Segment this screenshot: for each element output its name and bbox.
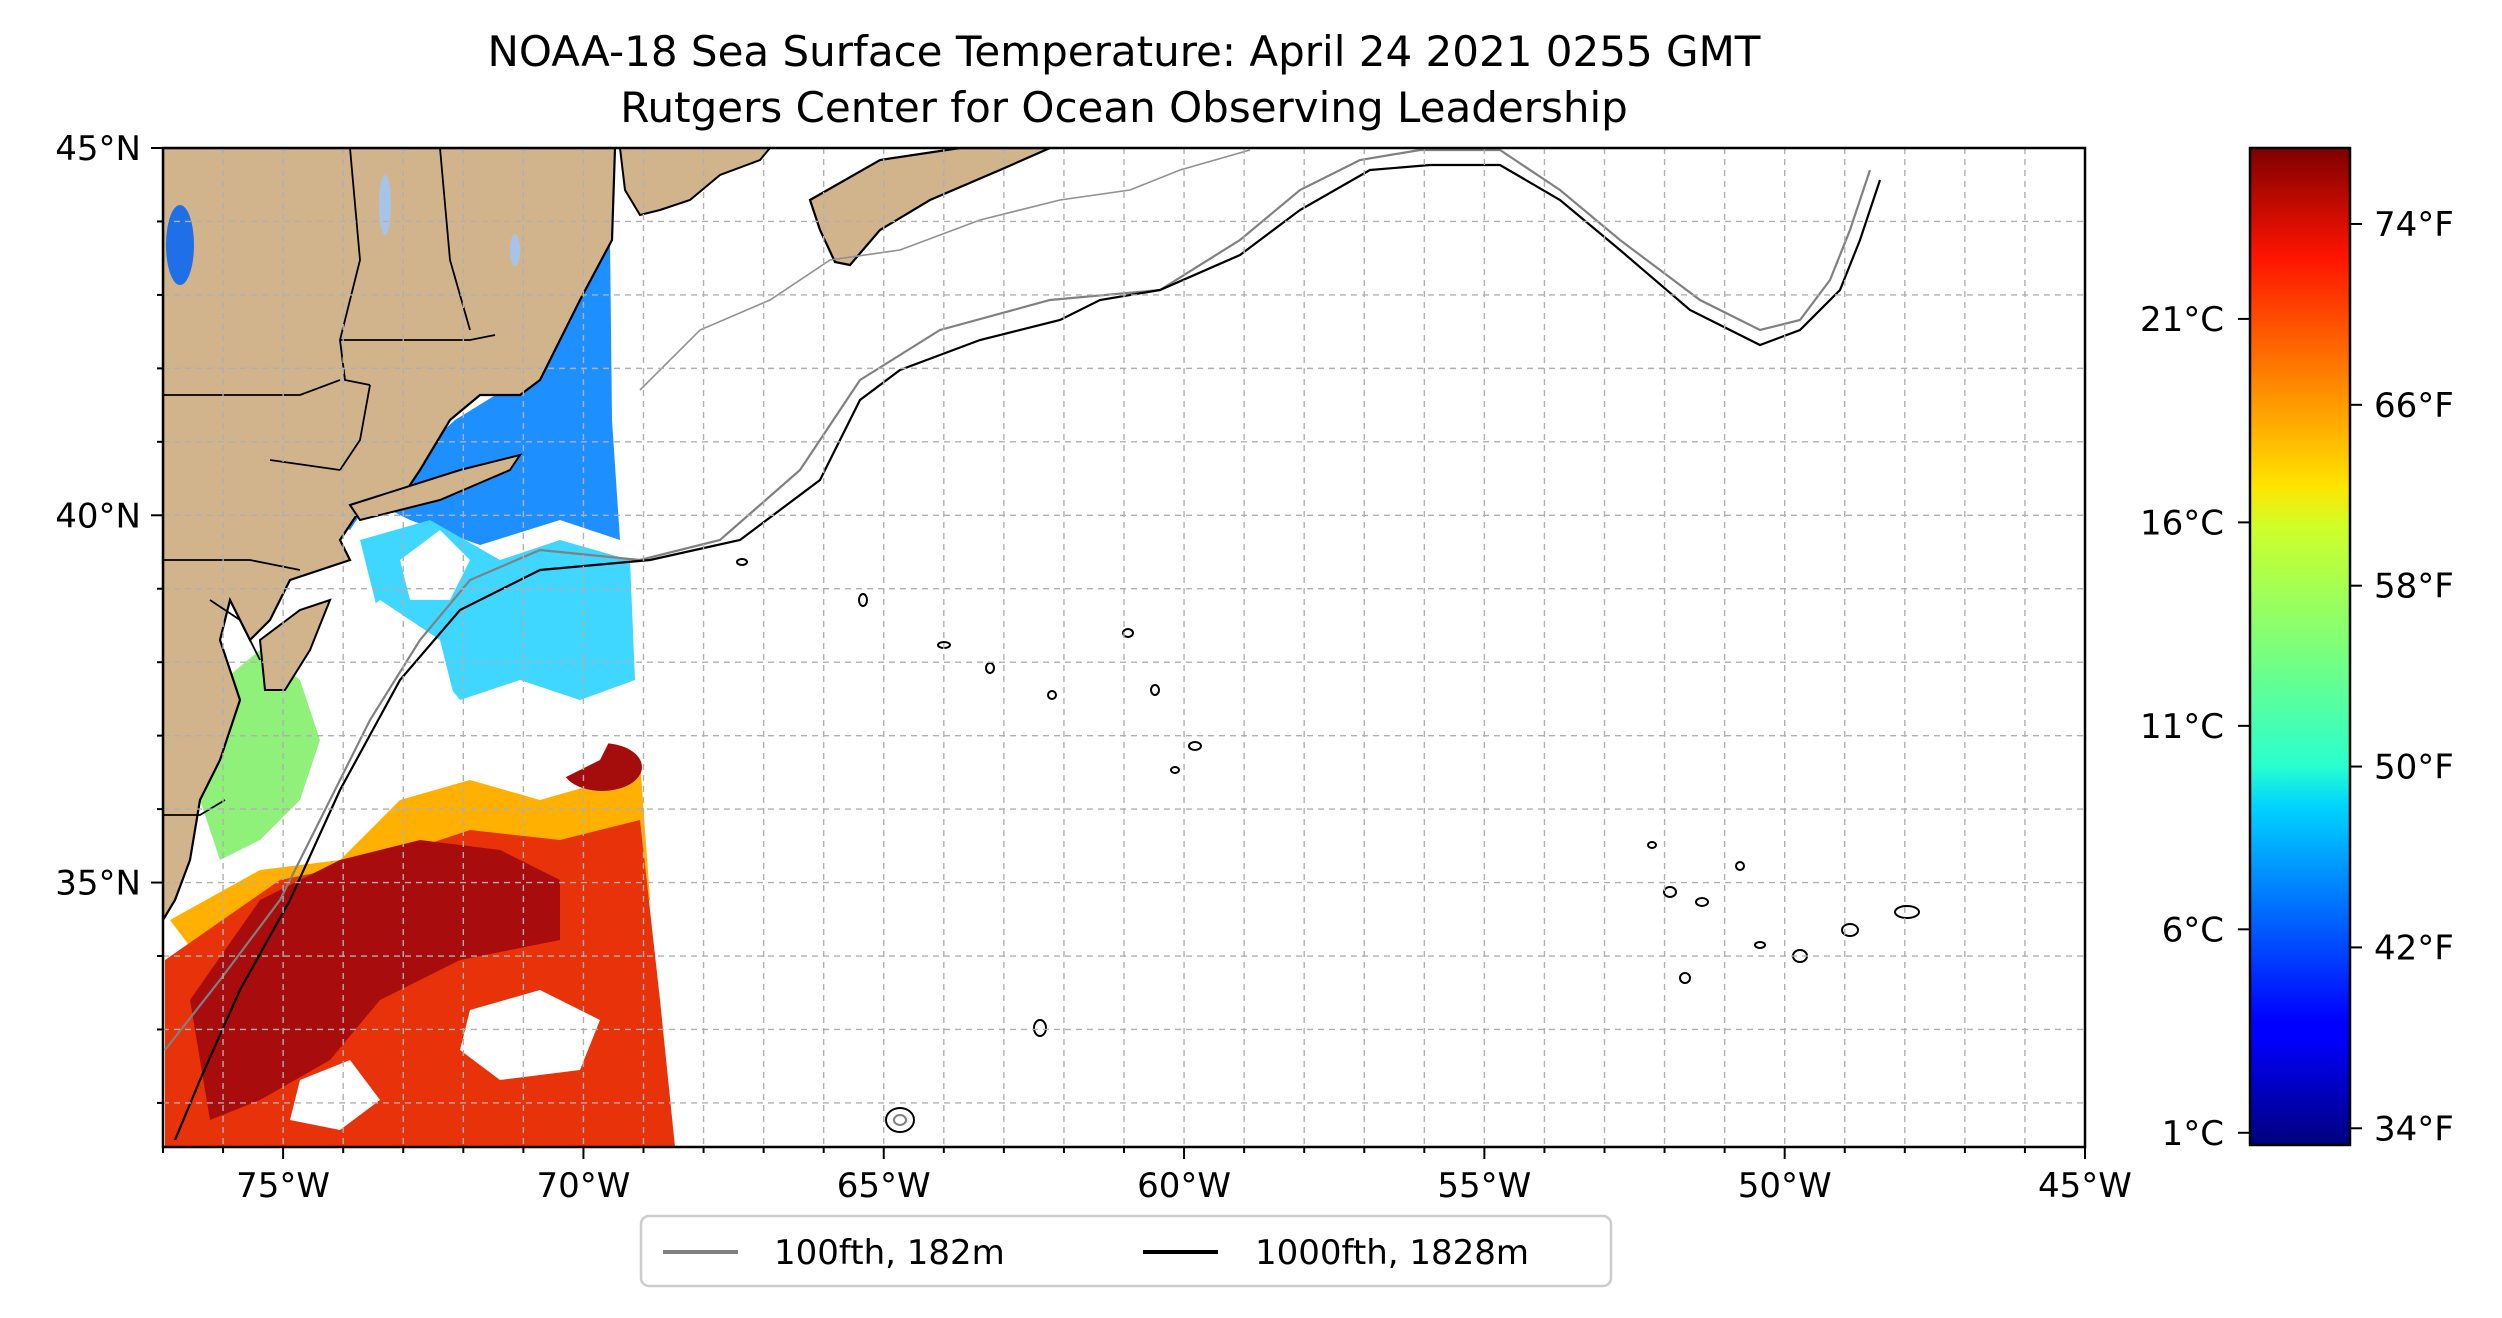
colorbar-fahrenheit-tick-label: 42°F [2374,928,2454,968]
colorbar-fahrenheit-tick-label: 34°F [2374,1109,2454,1149]
land-delmarva [258,598,332,691]
colorbar-celsius-tick-label: 11°C [2140,707,2224,747]
lakes [166,175,520,285]
lon-tick-label: 60°W [1137,1166,1231,1206]
legend: 100fth, 182m 1000fth, 1828m [639,1214,1613,1288]
lon-tick-label: 70°W [536,1166,630,1206]
lon-tick-label: 75°W [236,1166,330,1206]
isobath-100fth [164,148,1872,1051]
colorbar-fahrenheit-ticks: 34°F 42°F 50°F 58°F 66°F 74°F [2350,205,2454,1149]
colorbar-gradient [2248,146,2352,1147]
cloud-gap-6 [400,530,470,600]
colorbar: 1°C 6°C 11°C 16°C 21°C 34°F 42°F 50°F 58°F 66°F 7… [2140,146,2454,1154]
isobath-1000fth [173,163,1882,1141]
land-new-brunswick [618,148,772,217]
colorbar-celsius-tick-label: 1°C [2162,1114,2224,1154]
colorbar-fahrenheit-tick-label: 50°F [2374,748,2454,788]
lon-tick-label: 45°W [2038,1166,2132,1206]
cloud-gap-2 [480,700,620,790]
map-panel [163,148,2085,1147]
land-us-coast [163,148,617,923]
lon-tick-label: 65°W [837,1166,931,1206]
land-nova-scotia [808,148,1051,267]
colorbar-celsius-tick-label: 6°C [2162,910,2224,950]
lat-tick-label: 45°N [55,129,141,169]
cloud-gap-1 [320,600,460,760]
lon-tick-label: 50°W [1738,1166,1832,1206]
isobath-100fth-inner [639,149,1251,391]
colorbar-celsius-ticks: 1°C 6°C 11°C 16°C 21°C [2140,300,2250,1154]
colorbar-fahrenheit-tick-label: 66°F [2374,386,2454,426]
colorbar-celsius-tick-label: 16°C [2140,503,2224,543]
legend-label-1000fth: 1000fth, 1828m [1255,1233,1529,1273]
cloud-gap-3 [300,780,380,860]
cloud-gap-4 [460,990,600,1080]
lon-tick-label: 55°W [1437,1166,1531,1206]
colorbar-fahrenheit-tick-label: 74°F [2374,205,2454,245]
colorbar-fahrenheit-tick-label: 58°F [2374,567,2454,607]
land-long-island [348,453,523,522]
chart-subtitle: Rutgers Center for Ocean Observing Leade… [620,83,1628,132]
longitude-axis: 75°W 70°W 65°W 60°W 55°W 50°W 45°W [162,1147,2132,1206]
cloud-gap-5 [290,1060,380,1130]
lat-tick-label: 35°N [55,864,141,904]
gridlines [163,148,2085,1147]
chart-title: NOAA-18 Sea Surface Temperature: April 2… [488,27,1761,76]
land [163,148,1051,923]
lat-tick-label: 40°N [55,496,141,536]
legend-box [639,1214,1613,1288]
latitude-axis: 45°N 40°N 35°N [55,129,163,1104]
colorbar-celsius-tick-label: 21°C [2140,300,2224,340]
seamounts [736,558,1920,1133]
legend-label-100fth: 100fth, 182m [774,1233,1005,1273]
